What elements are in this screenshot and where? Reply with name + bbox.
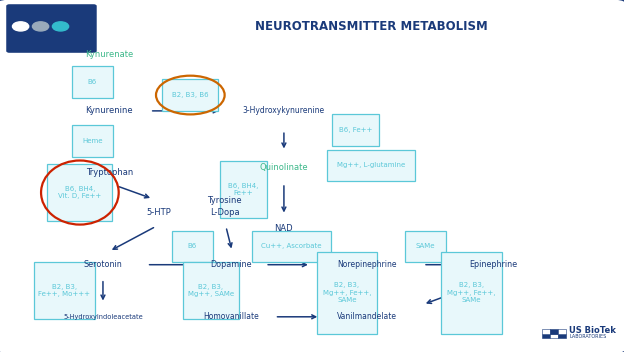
Text: Dopamine: Dopamine xyxy=(210,260,251,269)
FancyBboxPatch shape xyxy=(441,252,502,334)
Text: B6: B6 xyxy=(188,243,197,250)
Text: Kynurenate: Kynurenate xyxy=(85,50,134,59)
Text: B2, B3,
Mg++, Fe++,
SAMe: B2, B3, Mg++, Fe++, SAMe xyxy=(323,282,371,303)
Text: Tyrosine: Tyrosine xyxy=(207,196,242,205)
FancyBboxPatch shape xyxy=(550,334,558,338)
Text: Cu++, Ascorbate: Cu++, Ascorbate xyxy=(261,243,321,250)
Text: SAMe: SAMe xyxy=(416,243,436,250)
Circle shape xyxy=(52,22,69,31)
FancyBboxPatch shape xyxy=(550,329,558,334)
Text: B2, B3,
Mg++, Fe++,
SAMe: B2, B3, Mg++, Fe++, SAMe xyxy=(447,282,496,303)
Circle shape xyxy=(12,22,29,31)
Text: Heme: Heme xyxy=(82,138,102,144)
Text: LABORATORIES: LABORATORIES xyxy=(569,334,607,339)
Text: 3-Hydroxykynurenine: 3-Hydroxykynurenine xyxy=(243,106,325,115)
Text: Tryptophan: Tryptophan xyxy=(85,168,133,177)
Text: NAD: NAD xyxy=(275,224,293,233)
Text: Kynurenine: Kynurenine xyxy=(85,106,133,115)
Text: 5-HTP: 5-HTP xyxy=(147,208,172,218)
Text: B6, BH4,
Vit. D, Fe++: B6, BH4, Vit. D, Fe++ xyxy=(58,186,102,199)
FancyBboxPatch shape xyxy=(162,79,218,111)
FancyBboxPatch shape xyxy=(183,262,239,319)
FancyBboxPatch shape xyxy=(172,231,213,262)
FancyBboxPatch shape xyxy=(34,262,95,319)
FancyBboxPatch shape xyxy=(6,4,97,53)
Text: B6, BH4,
Fe++: B6, BH4, Fe++ xyxy=(228,183,258,196)
FancyBboxPatch shape xyxy=(72,66,113,98)
Text: NEUROTRANSMITTER METABOLISM: NEUROTRANSMITTER METABOLISM xyxy=(255,20,487,33)
Text: B6: B6 xyxy=(88,78,97,85)
FancyBboxPatch shape xyxy=(72,125,113,157)
FancyBboxPatch shape xyxy=(316,252,378,334)
Text: Homovanillate: Homovanillate xyxy=(203,312,259,321)
FancyBboxPatch shape xyxy=(252,231,331,262)
Text: B6, Fe++: B6, Fe++ xyxy=(339,127,373,133)
FancyBboxPatch shape xyxy=(558,334,566,338)
Text: Quinolinate: Quinolinate xyxy=(260,163,308,172)
Text: B2, B3,
Fe++, Mo+++: B2, B3, Fe++, Mo+++ xyxy=(38,284,90,297)
FancyBboxPatch shape xyxy=(332,114,379,146)
Text: Mg++, L-glutamine: Mg++, L-glutamine xyxy=(337,162,406,169)
FancyBboxPatch shape xyxy=(47,164,112,221)
FancyBboxPatch shape xyxy=(220,161,267,218)
Circle shape xyxy=(32,22,49,31)
FancyBboxPatch shape xyxy=(328,150,415,181)
Text: L-Dopa: L-Dopa xyxy=(210,208,240,218)
Text: Vanilmandelate: Vanilmandelate xyxy=(337,312,397,321)
Text: 5-Hydroxyindoleacetate: 5-Hydroxyindoleacetate xyxy=(63,314,143,320)
FancyBboxPatch shape xyxy=(405,231,446,262)
FancyBboxPatch shape xyxy=(558,329,566,334)
Text: US BioTek: US BioTek xyxy=(569,326,616,335)
FancyBboxPatch shape xyxy=(542,329,550,334)
Text: B2, B3,
Mg++, SAMe: B2, B3, Mg++, SAMe xyxy=(188,284,234,297)
Text: Epinephrine: Epinephrine xyxy=(469,260,517,269)
Text: Serotonin: Serotonin xyxy=(84,260,122,269)
Text: Norepinephrine: Norepinephrine xyxy=(337,260,397,269)
FancyBboxPatch shape xyxy=(542,334,550,338)
Text: B2, B3, B6: B2, B3, B6 xyxy=(172,92,208,98)
